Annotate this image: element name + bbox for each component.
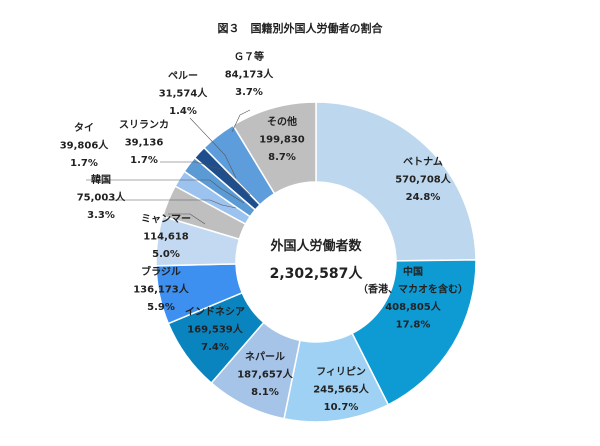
slices-group	[155, 101, 477, 423]
slice-label-line: 3.3%	[87, 210, 115, 221]
slice-label-line: 408,805人	[385, 300, 442, 313]
slice-label-line: 114,618	[143, 232, 189, 243]
slice-label-12: その他 199,830 8.7%	[259, 115, 305, 163]
slice-label-line: 187,657人	[237, 368, 294, 381]
leader-line-7	[105, 199, 237, 209]
slice-label-line: ペルー	[168, 71, 198, 82]
slice-label-5: ブラジル 136,173人 5.9%	[133, 265, 190, 313]
slice-label-line: ミャンマー	[141, 213, 191, 225]
slice-label-line: 245,565人	[313, 383, 370, 396]
slice-label-line: ネパール	[245, 351, 285, 363]
slice-label-line: 39,806人	[60, 139, 110, 152]
slice-label-line: 199,830	[259, 135, 305, 146]
slice-label-line: 8.1%	[251, 387, 279, 398]
leader-line-9	[160, 161, 251, 196]
slice-label-line: 39,136	[125, 138, 164, 149]
slice-label-line: 136,173人	[133, 283, 190, 296]
slice-label-line: Ｇ７等	[234, 50, 264, 63]
slice-label-4: インドネシア 169,539人 7.4%	[185, 306, 245, 353]
slice-label-line: フィリピン	[316, 366, 366, 378]
slice-label-2: フィリピン 245,565人 10.7%	[313, 366, 370, 413]
slice-label-line: 韓国	[91, 173, 111, 186]
slice-label-line: ベトナム	[403, 156, 443, 168]
slice-label-line: 1.7%	[130, 155, 158, 166]
slice-label-line: スリランカ	[119, 119, 169, 131]
slice-label-line: 17.8%	[396, 320, 431, 331]
slice-label-10: ペルー 31,574人 1.4%	[159, 71, 209, 117]
slice-label-line: 3.7%	[235, 87, 263, 98]
slice-label-line: 1.4%	[169, 106, 197, 117]
leader-line-10	[189, 117, 237, 179]
slice-label-line: 1.7%	[70, 158, 98, 169]
slice-label-line: 75,003人	[77, 191, 127, 204]
slice-12	[231, 101, 317, 195]
leader-lines	[86, 109, 251, 225]
slice-label-line: その他	[267, 115, 297, 128]
slice-labels: ベトナム 570,708人 24.8% 中国 （香港、マカオを含む） 408,805人 17…	[60, 50, 468, 413]
slice-label-line: 5.9%	[147, 302, 175, 313]
slice-label-line: 24.8%	[406, 192, 441, 203]
slice-label-8: タイ 39,806人 1.7%	[60, 122, 110, 169]
slice-label-line: 84,173人	[225, 68, 275, 81]
slice-label-line: インドネシア	[185, 306, 245, 318]
slice-label-9: スリランカ 39,136 1.7%	[119, 119, 169, 166]
slice-label-line: 中国	[403, 265, 423, 278]
slice-1	[351, 259, 477, 406]
slice-label-line: 169,539人	[187, 323, 244, 336]
slice-label-6: ミャンマー 114,618 5.0%	[141, 213, 191, 260]
slice-label-line: 5.0%	[152, 249, 180, 260]
center-value: 2,302,587人	[270, 265, 364, 282]
slice-label-3: ネパール 187,657人 8.1%	[237, 351, 294, 398]
slice-label-line: 8.7%	[268, 152, 296, 163]
slice-label-line: 7.4%	[201, 342, 229, 353]
slice-label-line: （香港、マカオを含む）	[358, 283, 468, 296]
chart-title: 図３ 国籍別外国人労働者の割合	[218, 21, 384, 35]
leader-line-6	[168, 213, 206, 225]
leader-line-11	[231, 109, 251, 133]
slice-label-line: 31,574人	[159, 87, 209, 100]
slice-label-line: タイ	[74, 122, 94, 134]
slice-label-line: ブラジル	[141, 265, 181, 278]
center-label: 外国人労働者数	[269, 238, 362, 254]
slice-label-0: ベトナム 570,708人 24.8%	[395, 156, 452, 203]
slice-label-1: 中国 （香港、マカオを含む） 408,805人 17.8%	[358, 265, 468, 331]
leader-line-8	[86, 179, 245, 204]
slice-label-11: Ｇ７等 84,173人 3.7%	[225, 50, 275, 98]
slice-label-line: 10.7%	[324, 402, 359, 413]
slice-0	[315, 101, 477, 262]
slice-label-7: 韓国 75,003人 3.3%	[77, 173, 127, 221]
slice-label-line: 570,708人	[395, 173, 452, 186]
